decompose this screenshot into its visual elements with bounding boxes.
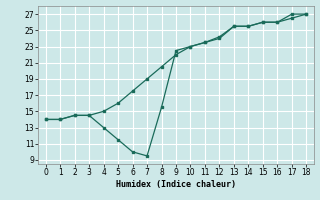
X-axis label: Humidex (Indice chaleur): Humidex (Indice chaleur)	[116, 180, 236, 189]
